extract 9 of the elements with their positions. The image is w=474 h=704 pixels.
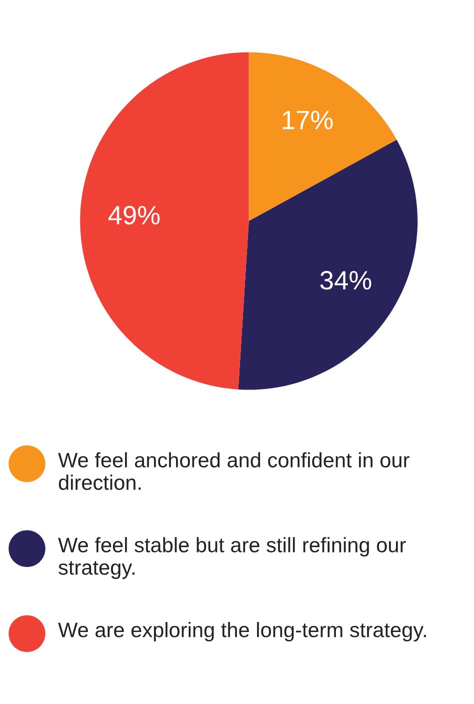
pie-slice xyxy=(238,140,418,390)
data-label: 49% xyxy=(108,206,160,225)
data-label: 17% xyxy=(282,110,333,130)
pie-slice xyxy=(248,52,397,222)
pie-slice xyxy=(80,52,249,390)
legend-label: We feel stable but are still refining our strategy. xyxy=(58,537,406,579)
legend-label: We are exploring the long-term strategy. xyxy=(58,622,426,642)
legend-label: We feel anchored and confident in our direction. xyxy=(58,452,410,490)
data-label: 34% xyxy=(320,270,372,290)
